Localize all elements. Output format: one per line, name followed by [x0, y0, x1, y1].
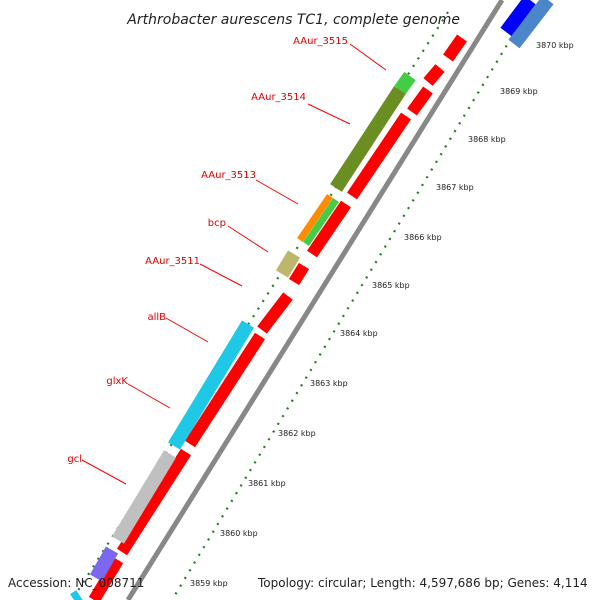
gene-block-extra	[89, 546, 119, 582]
cds-arrow	[116, 448, 192, 556]
gene-label-aaur-3514: AAur_3514	[251, 92, 306, 103]
tick-label-3870: 3870 kbp	[536, 41, 574, 50]
tick-label-3864: 3864 kbp	[340, 329, 378, 338]
tick-label-3859: 3859 kbp	[190, 579, 228, 588]
gene-block-aaur-3514	[330, 86, 406, 192]
tick-label-3862: 3862 kbp	[278, 429, 316, 438]
gene-label-gcl: gcl	[67, 454, 82, 465]
gene-block-aaur-3515	[394, 71, 416, 95]
leader-aaur-3513	[255, 179, 299, 205]
gene-label-aaur-3513: AAur_3513	[201, 170, 256, 181]
tick-label-3865: 3865 kbp	[372, 281, 410, 290]
tick-label-3863: 3863 kbp	[310, 379, 348, 388]
tick-label-3867: 3867 kbp	[436, 183, 474, 192]
gene-block-bcp	[275, 250, 301, 278]
cds-arrow	[184, 332, 266, 448]
map-title: Arthrobacter aurescens TC1, complete gen…	[126, 12, 460, 28]
gene-label-allb: allB	[147, 312, 166, 323]
leader-glxk	[127, 383, 171, 409]
leader-aaur-3515	[349, 43, 387, 71]
gene-label-bcp: bcp	[208, 218, 226, 229]
cds-arrow	[443, 34, 467, 62]
tick-label-3861: 3861 kbp	[248, 479, 286, 488]
gene-label-glxk: glxK	[106, 376, 128, 387]
gene-block-edge	[70, 590, 83, 600]
cds-arrow	[423, 64, 445, 86]
gene-labels: AAur_3515 AAur_3514 AAur_3513 bcp AAur_3…	[67, 36, 348, 465]
gene-block-aaur-3513	[297, 194, 333, 242]
tick-label-3868: 3868 kbp	[468, 135, 506, 144]
leader-bcp	[227, 225, 269, 253]
gene-label-aaur-3511: AAur_3511	[145, 256, 200, 267]
gene-block-aaur-3513b	[303, 198, 339, 246]
inner-minor-ticks	[171, 29, 517, 600]
cds-arrow	[347, 112, 411, 200]
colored-gene-track	[70, 71, 416, 600]
gene-label-aaur-3515: AAur_3515	[293, 36, 348, 47]
cds-arrow	[257, 292, 293, 334]
leader-gcl	[81, 459, 127, 485]
scale-labels: 3859 kbp 3860 kbp 3861 kbp 3862 kbp 3863…	[190, 41, 574, 588]
cds-arrow	[288, 262, 310, 286]
cds-arrow	[88, 556, 124, 600]
label-leaders	[81, 43, 387, 485]
cds-arrow	[407, 86, 433, 116]
tick-label-3869: 3869 kbp	[500, 87, 538, 96]
topology-text: Topology: circular; Length: 4,597,686 bp…	[257, 576, 588, 590]
tick-label-3866: 3866 kbp	[404, 233, 442, 242]
blue-feature	[500, 0, 536, 37]
forward-cds-track	[88, 34, 467, 600]
gene-block-gcl	[112, 450, 176, 544]
accession-text: Accession: NC_008711	[8, 576, 144, 590]
cds-arrow	[307, 200, 351, 258]
leader-allb	[165, 317, 209, 343]
leader-aaur-3511	[199, 263, 243, 287]
gene-block-allb-glxk	[168, 320, 254, 450]
steel-blue-feature	[508, 0, 554, 49]
leader-aaur-3514	[307, 103, 351, 125]
tick-label-3860: 3860 kbp	[220, 529, 258, 538]
genome-backbone	[125, 0, 505, 600]
